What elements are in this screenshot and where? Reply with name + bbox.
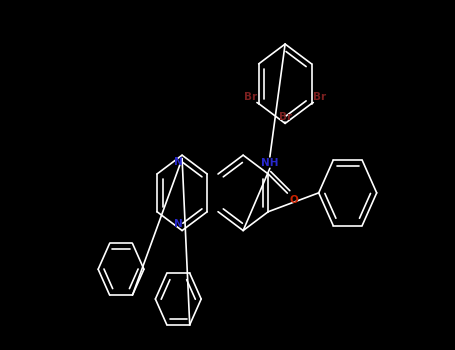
Text: NH: NH bbox=[261, 158, 278, 168]
Text: Br: Br bbox=[278, 112, 292, 122]
Text: Br: Br bbox=[244, 92, 257, 102]
Text: N: N bbox=[174, 219, 183, 229]
Text: Br: Br bbox=[313, 92, 326, 102]
Text: N: N bbox=[174, 157, 183, 167]
Text: O: O bbox=[289, 195, 298, 205]
